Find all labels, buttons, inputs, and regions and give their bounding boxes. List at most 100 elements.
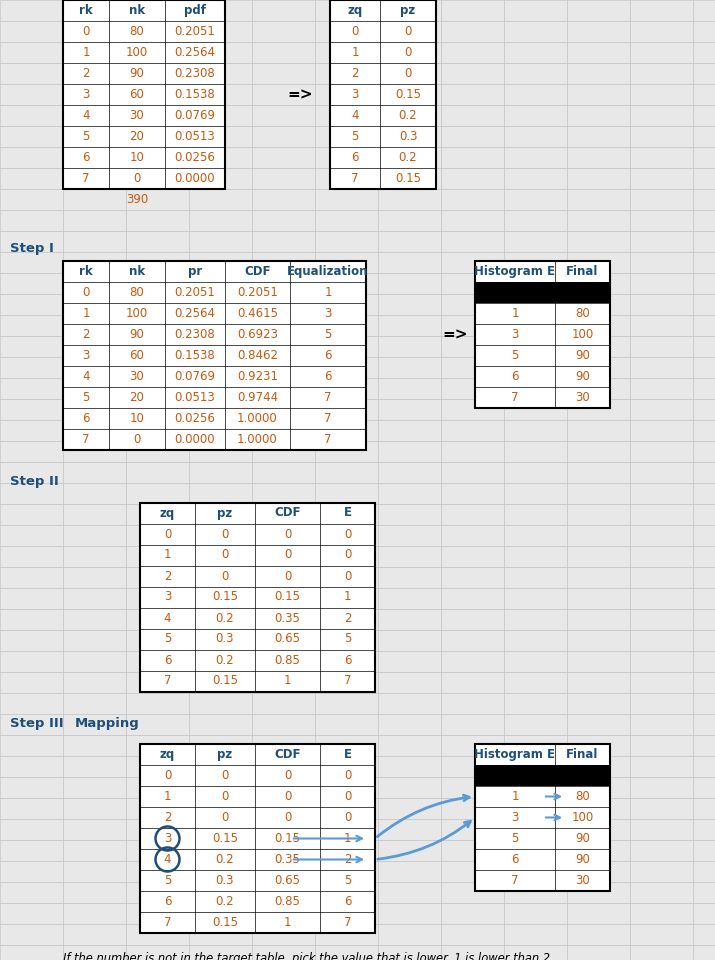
Bar bbox=[315, 315, 378, 336]
Text: 0.15: 0.15 bbox=[212, 916, 238, 929]
Bar bbox=[630, 63, 693, 84]
Text: 5: 5 bbox=[164, 633, 171, 645]
Text: 1: 1 bbox=[344, 832, 351, 845]
Bar bbox=[504, 735, 567, 756]
Bar bbox=[63, 651, 126, 672]
Bar bbox=[63, 189, 126, 210]
Text: 90: 90 bbox=[575, 832, 590, 845]
Bar bbox=[126, 756, 189, 777]
Bar bbox=[504, 294, 567, 315]
Bar bbox=[126, 273, 189, 294]
Bar bbox=[567, 126, 630, 147]
Bar bbox=[126, 945, 189, 960]
Bar bbox=[315, 714, 378, 735]
Bar bbox=[189, 483, 252, 504]
Bar bbox=[63, 252, 126, 273]
Bar bbox=[567, 714, 630, 735]
Text: 100: 100 bbox=[571, 328, 593, 341]
Bar bbox=[0, 189, 63, 210]
Bar bbox=[0, 924, 63, 945]
Text: 0: 0 bbox=[222, 769, 229, 782]
Text: 6: 6 bbox=[511, 853, 519, 866]
Text: 3: 3 bbox=[164, 590, 171, 604]
Text: 0.2: 0.2 bbox=[216, 853, 235, 866]
Text: 30: 30 bbox=[575, 874, 590, 887]
Text: 0.8462: 0.8462 bbox=[237, 349, 278, 362]
Bar bbox=[315, 504, 378, 525]
Bar bbox=[630, 903, 693, 924]
Text: zq: zq bbox=[347, 4, 363, 17]
Bar bbox=[630, 567, 693, 588]
Text: 0.3: 0.3 bbox=[216, 633, 235, 645]
Bar bbox=[378, 294, 441, 315]
Bar bbox=[252, 273, 315, 294]
Text: 3: 3 bbox=[82, 88, 89, 101]
Text: pz: pz bbox=[217, 507, 232, 519]
Bar bbox=[315, 399, 378, 420]
Text: 20: 20 bbox=[129, 391, 144, 404]
Bar bbox=[63, 462, 126, 483]
Bar bbox=[0, 147, 63, 168]
Bar bbox=[693, 840, 715, 861]
Bar bbox=[126, 798, 189, 819]
Bar bbox=[189, 294, 252, 315]
Bar bbox=[252, 294, 315, 315]
Bar bbox=[126, 567, 189, 588]
Text: 0: 0 bbox=[344, 569, 351, 583]
Bar bbox=[126, 504, 189, 525]
Text: 7: 7 bbox=[344, 916, 351, 929]
Bar bbox=[0, 462, 63, 483]
Bar bbox=[475, 744, 610, 891]
Text: 0.4615: 0.4615 bbox=[237, 307, 278, 320]
Bar bbox=[252, 441, 315, 462]
Text: 0.6923: 0.6923 bbox=[237, 328, 278, 341]
Bar bbox=[504, 399, 567, 420]
Bar bbox=[126, 672, 189, 693]
Bar bbox=[693, 924, 715, 945]
Bar bbox=[126, 882, 189, 903]
Bar bbox=[189, 378, 252, 399]
Bar bbox=[504, 0, 567, 21]
Text: 80: 80 bbox=[575, 307, 590, 320]
Bar bbox=[315, 819, 378, 840]
Bar bbox=[63, 168, 126, 189]
Text: 0.2: 0.2 bbox=[216, 612, 235, 625]
Bar bbox=[567, 63, 630, 84]
Bar bbox=[315, 189, 378, 210]
Bar bbox=[630, 0, 693, 21]
Bar bbox=[504, 672, 567, 693]
Text: 0.15: 0.15 bbox=[395, 88, 421, 101]
Text: 0.35: 0.35 bbox=[275, 612, 300, 625]
Bar bbox=[567, 798, 630, 819]
Bar bbox=[504, 420, 567, 441]
Text: zq: zq bbox=[160, 507, 175, 519]
Bar bbox=[189, 630, 252, 651]
Bar bbox=[378, 378, 441, 399]
Text: 0: 0 bbox=[344, 527, 351, 540]
Bar bbox=[315, 357, 378, 378]
Bar bbox=[189, 105, 252, 126]
Text: 0: 0 bbox=[164, 527, 171, 540]
Text: 1: 1 bbox=[511, 790, 519, 803]
Bar bbox=[378, 588, 441, 609]
Bar bbox=[567, 231, 630, 252]
Bar bbox=[0, 357, 63, 378]
Bar bbox=[504, 378, 567, 399]
Bar bbox=[126, 546, 189, 567]
Bar bbox=[252, 798, 315, 819]
Bar bbox=[630, 420, 693, 441]
Bar bbox=[189, 21, 252, 42]
Bar bbox=[126, 0, 189, 21]
Bar bbox=[0, 399, 63, 420]
Bar bbox=[63, 357, 126, 378]
Bar bbox=[441, 231, 504, 252]
Bar bbox=[378, 798, 441, 819]
Bar bbox=[126, 231, 189, 252]
Bar bbox=[441, 882, 504, 903]
Bar bbox=[315, 42, 378, 63]
Bar bbox=[140, 502, 375, 691]
Text: 7: 7 bbox=[324, 412, 332, 425]
Bar bbox=[315, 882, 378, 903]
Bar bbox=[378, 462, 441, 483]
Bar bbox=[630, 735, 693, 756]
